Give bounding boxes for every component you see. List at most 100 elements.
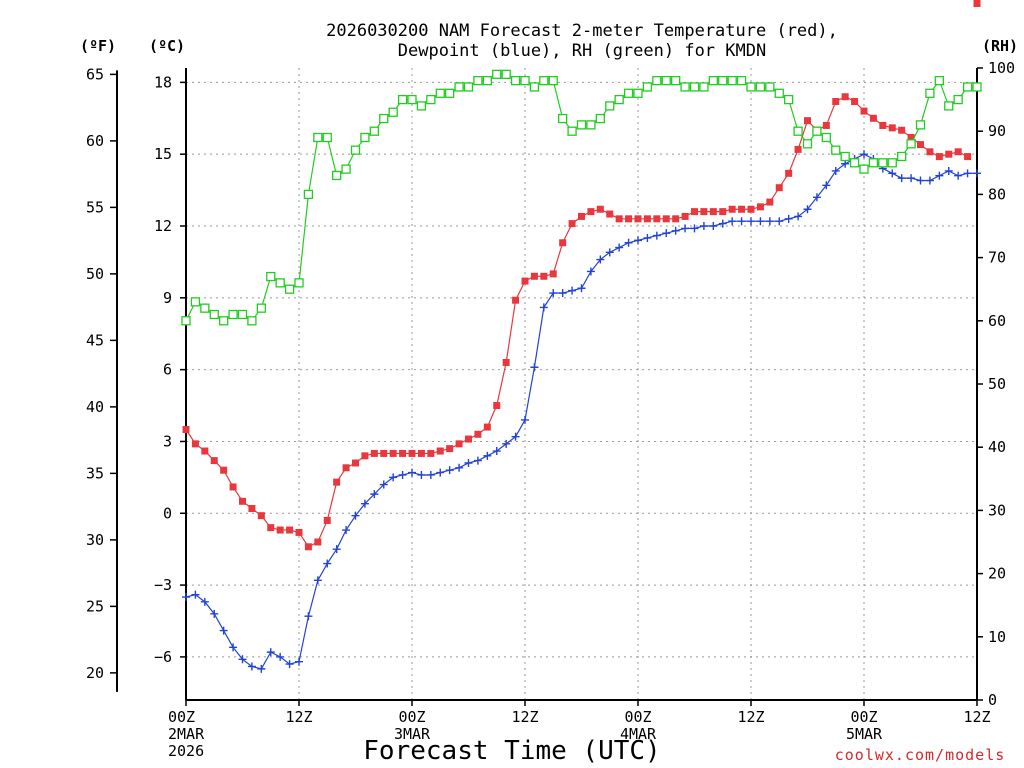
rh-point <box>642 82 653 92</box>
dewpoint-point <box>313 576 322 585</box>
time-tick-label: 00Z <box>850 708 877 726</box>
rh-point <box>887 158 897 168</box>
temperature-point <box>399 449 407 457</box>
celsius-tick-label: 12 <box>154 217 172 235</box>
temperature-point <box>465 435 472 443</box>
temperature-point <box>333 478 341 486</box>
rh-point <box>445 88 455 98</box>
celsius-tick-label: −6 <box>154 648 172 666</box>
time-tick-label: 4MAR <box>620 725 657 743</box>
dewpoint-point <box>219 626 228 635</box>
rh-point <box>388 107 398 117</box>
rh-point <box>925 88 935 98</box>
fahrenheit-ticks: 65 60 55 50 45 40 35 30 25 20 <box>86 65 117 682</box>
rh-point <box>510 75 521 86</box>
rh-point <box>548 75 558 86</box>
temperature-point <box>860 107 868 115</box>
rh-point <box>680 82 690 92</box>
dewpoint-point <box>935 171 944 180</box>
dewpoint-point <box>954 171 963 180</box>
rh-point <box>520 75 530 86</box>
temperature-point <box>775 184 783 192</box>
temperature-point <box>474 430 482 438</box>
temperature-point <box>587 208 595 216</box>
rh-point <box>397 94 408 105</box>
temperature-point <box>681 212 689 220</box>
temperature-point <box>804 117 811 125</box>
rh-point <box>360 132 370 143</box>
temperature-point <box>898 126 906 134</box>
time-tick-label: 12Z <box>511 708 538 726</box>
temperature-point <box>662 215 670 223</box>
celsius-tick-label: 9 <box>163 289 172 307</box>
temperature-point <box>700 208 708 216</box>
rh-point <box>576 120 587 130</box>
dewpoint-point <box>577 284 586 293</box>
temperature-point <box>295 528 303 536</box>
temperature-point <box>286 526 294 534</box>
dewpoint-point <box>831 166 840 175</box>
rh-point <box>812 126 822 136</box>
dewpoint-point <box>370 490 379 499</box>
dewpoint-point <box>304 612 313 621</box>
dewpoint-point <box>276 652 285 661</box>
dewpoint-point <box>803 205 812 214</box>
dewpoint-point <box>295 657 303 666</box>
temperature-point <box>756 203 764 211</box>
temperature-point <box>521 277 529 285</box>
rh-point <box>284 284 295 294</box>
fahrenheit-tick-label: 25 <box>86 597 104 615</box>
temperature-point <box>559 239 567 247</box>
temperature-point <box>182 425 190 433</box>
temperature-point <box>361 452 369 460</box>
credit-text: coolwx.com/models <box>835 746 1006 764</box>
rh-point <box>671 75 681 86</box>
fahrenheit-tick-label: 45 <box>86 331 104 349</box>
dewpoint-point <box>238 655 247 664</box>
rh-point <box>605 101 615 111</box>
temperature-point <box>530 272 538 280</box>
dewpoint-point <box>775 217 784 226</box>
dewpoint-point <box>652 231 661 240</box>
temperature-point <box>276 526 284 534</box>
rh-point <box>247 316 257 326</box>
temperature-point <box>832 98 840 106</box>
celsius-tick-label: 18 <box>154 73 172 91</box>
rh-point <box>407 94 417 105</box>
dewpoint-point <box>681 224 690 233</box>
temperature-point <box>389 449 397 457</box>
rh-tick-label: 20 <box>988 565 1006 583</box>
rh-point <box>661 75 671 86</box>
rh-point <box>539 75 549 86</box>
temperature-point <box>568 220 576 228</box>
temperature-point <box>935 153 943 161</box>
dewpoint-point <box>351 511 360 520</box>
temperature-point <box>785 169 793 177</box>
dewpoint-series <box>182 150 981 673</box>
temperature-point <box>436 447 444 455</box>
rh-point <box>256 303 266 313</box>
temperature-point <box>822 121 830 129</box>
dewpoint-point <box>285 660 294 669</box>
dewpoint-point <box>389 473 398 482</box>
rh-point <box>266 271 276 282</box>
rh-axis-label: (RH) <box>982 37 1018 55</box>
temperature-point <box>879 121 887 129</box>
dewpoint-point <box>737 217 746 226</box>
rh-tick-label: 90 <box>988 122 1006 140</box>
dewpoint-point <box>765 217 774 226</box>
rh-point <box>529 82 540 92</box>
temperature-point <box>342 464 350 472</box>
rh-point <box>897 151 907 162</box>
dewpoint-point <box>615 243 624 252</box>
data-series <box>181 0 982 673</box>
fahrenheit-tick-label: 40 <box>86 398 104 416</box>
rh-point <box>736 75 747 86</box>
rh-point <box>416 101 427 111</box>
dewpoint-point <box>266 648 275 657</box>
temperature-point <box>370 449 378 457</box>
time-tick-label: 12Z <box>963 708 990 726</box>
rh-point <box>840 151 850 162</box>
fahrenheit-tick-label: 20 <box>86 664 104 682</box>
